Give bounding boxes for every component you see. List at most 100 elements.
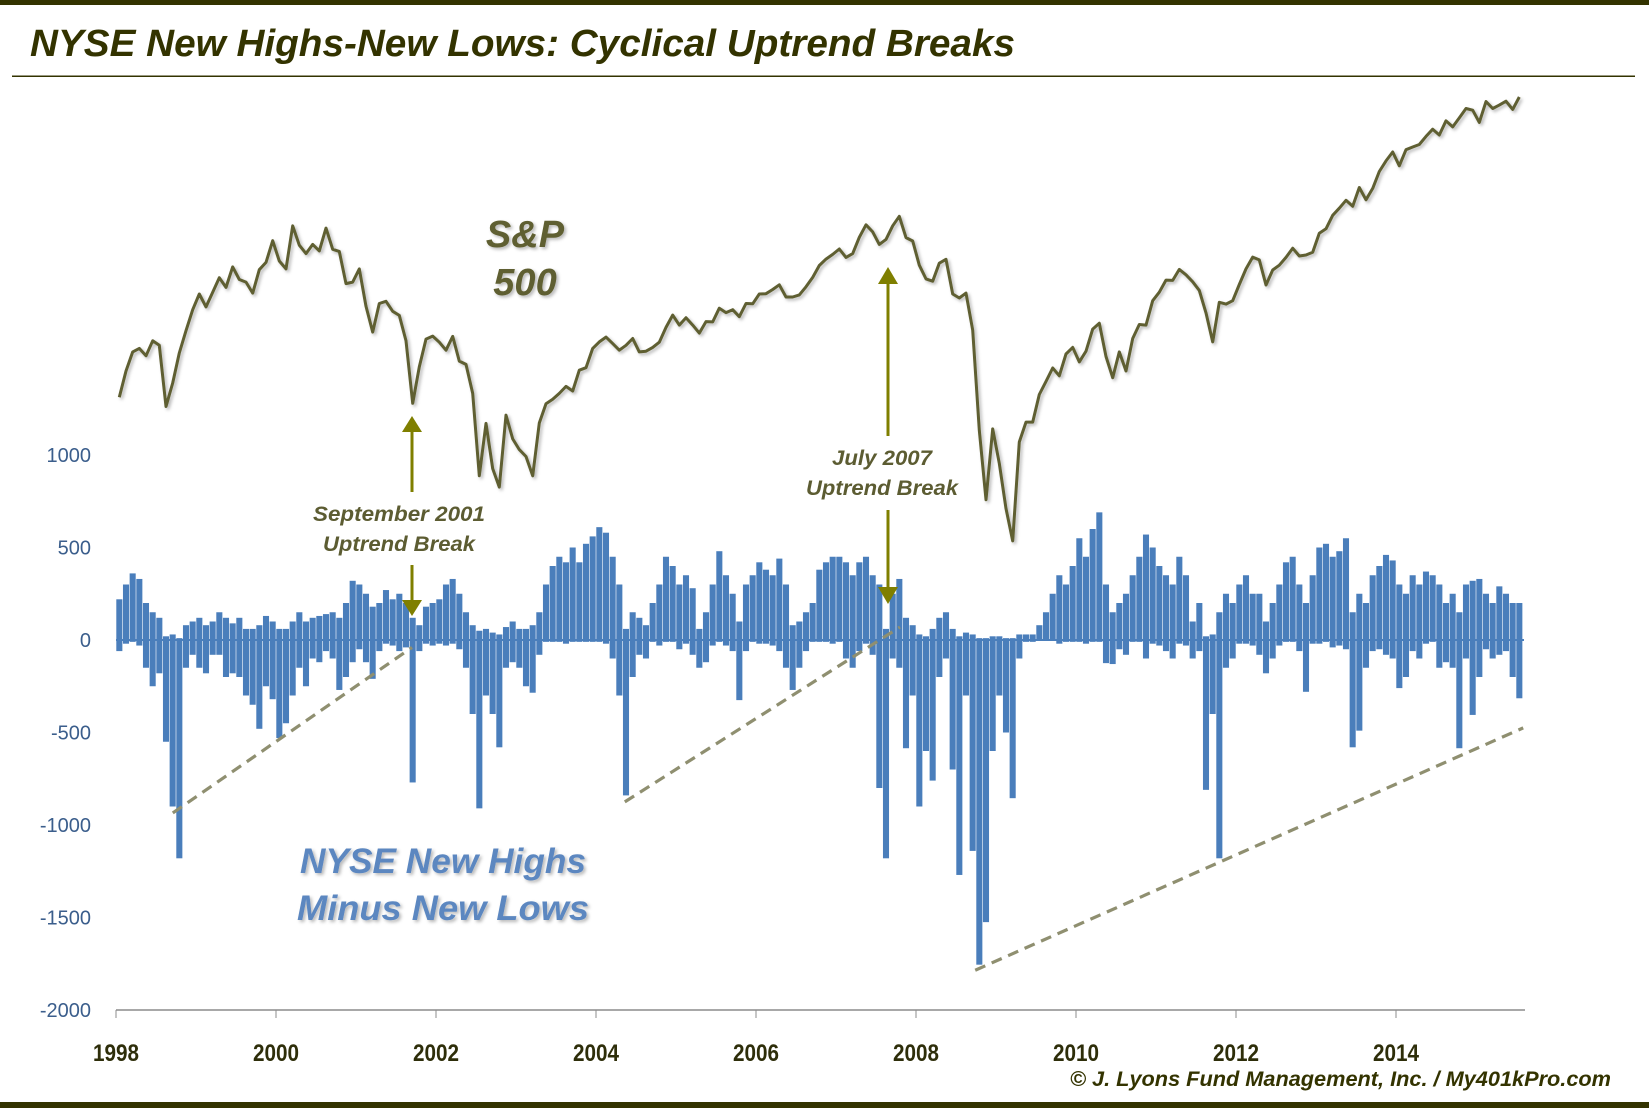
jul2007-label-line2: Uptrend Break	[806, 477, 959, 500]
bar	[1362, 603, 1370, 668]
y-tick-label: -500	[51, 723, 91, 745]
jul2007-label-line1: July 2007	[832, 447, 933, 470]
bar	[1309, 575, 1316, 644]
bar	[209, 621, 216, 655]
bar	[1389, 560, 1396, 659]
bar	[1242, 575, 1250, 644]
bar	[1289, 556, 1296, 642]
trendline	[974, 726, 1524, 972]
bar	[762, 569, 770, 644]
bar	[1382, 554, 1390, 655]
bar	[1516, 603, 1523, 699]
bar	[902, 617, 910, 749]
bar	[1089, 529, 1096, 642]
bar	[1249, 593, 1256, 646]
bar	[1136, 556, 1143, 642]
bar	[849, 575, 856, 668]
x-tick-label: 2008	[893, 1040, 939, 1067]
bar	[696, 628, 703, 668]
bar	[509, 621, 516, 663]
bar	[1216, 612, 1223, 859]
bar	[1236, 584, 1243, 644]
bar	[1076, 538, 1083, 642]
bar	[1002, 638, 1010, 733]
bar	[642, 625, 650, 659]
bar	[129, 573, 136, 642]
bar	[189, 621, 196, 655]
bar	[1296, 584, 1303, 652]
bar	[1356, 593, 1363, 731]
bar	[522, 628, 530, 687]
arrow-up-icon	[402, 416, 422, 492]
bar	[636, 617, 643, 655]
bar	[542, 584, 550, 642]
sp500-line	[117, 96, 1521, 543]
x-tick-label: 2012	[1213, 1040, 1259, 1067]
bar	[942, 612, 950, 659]
bar	[802, 612, 810, 652]
bar	[122, 584, 130, 644]
bar	[1029, 634, 1036, 642]
bar	[676, 584, 683, 650]
bar	[442, 584, 450, 646]
bar	[529, 625, 536, 693]
bar	[356, 584, 363, 650]
bar	[402, 603, 410, 648]
bar	[1202, 636, 1210, 790]
bar	[709, 584, 716, 646]
bar	[1256, 593, 1263, 655]
bar	[382, 590, 390, 644]
jul2007-annotation: July 2007 Uptrend Break	[806, 267, 959, 604]
bar	[916, 634, 923, 807]
bar	[1009, 638, 1016, 799]
bar	[1482, 593, 1490, 650]
bar	[836, 556, 843, 642]
bar	[456, 593, 463, 650]
bar	[796, 621, 803, 668]
bottom-frame-bar	[0, 1102, 1649, 1108]
bar	[962, 632, 970, 696]
bar	[169, 634, 176, 807]
bar	[376, 603, 383, 652]
bar	[1336, 551, 1343, 646]
bar	[982, 638, 990, 923]
sep2001-label-line2: Uptrend Break	[323, 533, 476, 556]
nh-nl-label-line1: NYSE New Highs	[300, 842, 586, 881]
sp500-series	[117, 96, 1521, 543]
bar	[1282, 562, 1290, 642]
bar	[782, 584, 790, 668]
nh-nl-bars	[116, 512, 1524, 965]
bar	[1376, 566, 1383, 650]
bar	[282, 628, 290, 724]
y-tick-label: -2000	[40, 1000, 91, 1022]
y-axis-labels: 1000 500 0 -500 -1000 -1500 -2000	[40, 445, 91, 1022]
bar	[362, 593, 370, 663]
sp500-label-line1: S&P	[486, 214, 565, 256]
bar	[502, 627, 510, 668]
bar	[876, 584, 883, 788]
bar	[1142, 534, 1150, 659]
bar	[1276, 584, 1283, 646]
bar	[436, 599, 443, 644]
bar	[1416, 584, 1423, 659]
bar	[1222, 593, 1230, 668]
bar	[716, 551, 723, 642]
title-rule	[12, 75, 1635, 77]
bar	[769, 575, 776, 646]
y-tick-label: -1500	[40, 908, 91, 930]
bar	[669, 566, 676, 642]
bar	[416, 625, 423, 652]
bar	[202, 625, 210, 674]
bar	[256, 625, 263, 729]
sp500-label-line2: 500	[493, 262, 556, 304]
bar	[236, 617, 243, 677]
bar	[996, 636, 1003, 696]
bar	[722, 575, 730, 646]
bar	[702, 612, 710, 663]
bar	[1489, 603, 1496, 659]
bar	[1209, 634, 1216, 714]
bar	[969, 634, 976, 851]
bar	[1062, 584, 1070, 642]
